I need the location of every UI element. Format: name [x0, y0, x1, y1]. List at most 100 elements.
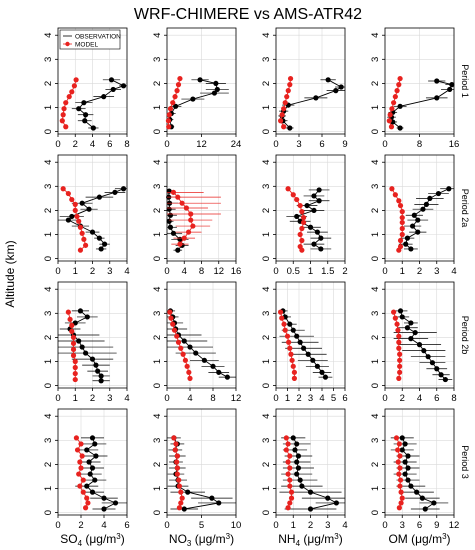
x-tick-label: 0 — [55, 393, 60, 404]
model-point — [60, 112, 66, 118]
observation-point — [316, 187, 322, 193]
y-tick-label: 3 — [261, 57, 272, 62]
model-point — [188, 211, 194, 217]
model-point — [85, 500, 91, 506]
observation-point — [319, 369, 325, 375]
observation-point — [397, 308, 404, 314]
x-tick-label: 12 — [231, 393, 242, 404]
model-point — [176, 505, 183, 511]
model-point — [279, 315, 285, 321]
y-tick-label: 0 — [43, 383, 54, 388]
model-point — [70, 334, 77, 341]
observation-point — [408, 336, 414, 342]
y-tick-label: 4 — [370, 160, 381, 165]
model-point — [188, 217, 194, 223]
model-line — [173, 192, 194, 245]
observation-point — [425, 354, 431, 360]
y-tick-label: 3 — [43, 184, 54, 189]
model-point — [170, 321, 176, 327]
model-point — [396, 82, 402, 88]
observation-point — [408, 483, 414, 489]
y-tick-label: 0 — [152, 129, 163, 134]
observation-point — [316, 198, 322, 204]
observation-point — [76, 338, 82, 344]
x-tick-label: 0 — [164, 393, 169, 404]
observation-point — [98, 373, 104, 379]
y-tick-label: 0 — [261, 383, 272, 388]
model-point — [284, 94, 290, 100]
observation-point — [301, 345, 307, 351]
model-point — [77, 459, 83, 465]
observation-point — [402, 441, 408, 447]
y-tick-label: 2 — [261, 81, 272, 86]
x-tick-label: 0 — [273, 266, 278, 277]
y-tick-label: 2 — [152, 335, 163, 340]
y-tick-label: 2 — [370, 462, 381, 467]
legend-box — [59, 29, 121, 50]
model-point — [395, 327, 401, 333]
model-point — [74, 447, 81, 453]
model-point — [278, 309, 284, 315]
model-point — [395, 459, 401, 465]
model-point — [388, 124, 395, 130]
model-point — [392, 315, 398, 321]
model-point — [59, 118, 65, 124]
observation-point — [294, 213, 300, 220]
model-point — [287, 75, 294, 82]
y-tick-label: 0 — [152, 383, 163, 388]
x-tick-label: 4 — [319, 393, 324, 404]
y-tick-label: 0 — [152, 510, 163, 515]
model-point — [69, 89, 75, 95]
model-point — [174, 333, 180, 339]
column-labels: SO4 (μg/m3) NO3 (μg/m3) NH4 (μg/m3) OM (μg/… — [60, 532, 450, 548]
model-point — [77, 224, 84, 230]
observation-point — [101, 495, 107, 501]
observation-point — [404, 325, 411, 331]
model-point — [389, 186, 395, 192]
model-point — [387, 112, 393, 118]
y-tick-label: 3 — [152, 438, 163, 443]
model-point — [287, 500, 293, 506]
observation-point — [423, 201, 429, 207]
model-point — [73, 77, 79, 83]
observation-point — [311, 193, 317, 199]
observation-point — [402, 459, 408, 465]
x-tick-label: 5 — [331, 393, 336, 404]
period-label: Period 1 — [460, 64, 470, 98]
model-point — [393, 435, 400, 441]
observation-point — [120, 186, 127, 192]
observation-point — [449, 82, 455, 88]
y-tick-label: 4 — [152, 287, 163, 292]
y-tick-label: 2 — [43, 81, 54, 86]
y-tick-label: 4 — [43, 414, 54, 419]
model-point — [174, 465, 180, 471]
observation-point — [307, 224, 314, 230]
model-point — [299, 247, 305, 253]
y-tick-label: 1 — [370, 105, 381, 110]
model-point — [396, 441, 402, 447]
observation-point — [427, 195, 433, 201]
observation-point — [405, 453, 411, 459]
observation-point — [166, 206, 172, 212]
model-point — [72, 376, 78, 383]
x-tick-label: 24 — [231, 139, 242, 150]
observation-point — [216, 369, 222, 375]
x-tick-label: 0 — [55, 266, 60, 277]
x-tick-label: 0 — [164, 520, 169, 531]
observation-point — [403, 241, 409, 247]
observation-point — [65, 217, 71, 223]
observation-point — [89, 356, 96, 362]
y-tick-label: 3 — [370, 184, 381, 189]
y-tick-label: 2 — [261, 462, 272, 467]
model-point — [287, 465, 293, 471]
model-point — [167, 106, 174, 112]
observation-point — [173, 103, 179, 109]
y-tick-label: 0 — [370, 510, 381, 515]
model-point — [399, 225, 405, 232]
observation-point — [402, 471, 408, 477]
model-point — [181, 235, 187, 241]
y-tick-label: 4 — [152, 414, 163, 419]
